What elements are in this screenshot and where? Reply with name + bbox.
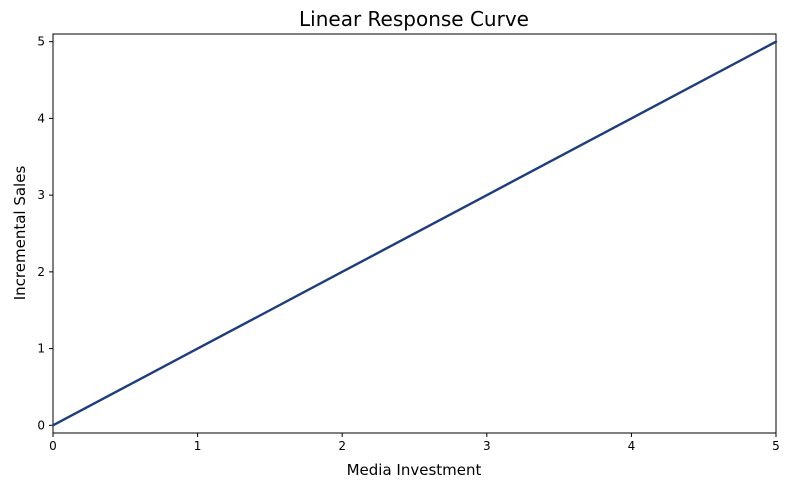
x-tick-label: 1 (194, 439, 202, 453)
plot-area (52, 33, 777, 434)
series-layer (51, 40, 778, 427)
y-tick-label: 5 (37, 35, 45, 49)
chart-title: Linear Response Curve (299, 7, 529, 31)
x-tick-label: 3 (483, 439, 491, 453)
y-tick-label: 4 (37, 111, 45, 125)
x-tick-label: 4 (628, 439, 636, 453)
x-tick-label: 0 (49, 439, 57, 453)
y-axis: 0 1 2 3 4 5 (37, 35, 53, 432)
y-tick-label: 0 (37, 418, 45, 432)
y-tick-label: 1 (37, 342, 45, 356)
x-axis: 0 1 2 3 4 5 (49, 433, 780, 453)
x-tick-label: 5 (772, 439, 780, 453)
x-axis-label: Media Investment (347, 461, 482, 479)
series-line (51, 40, 778, 427)
y-tick-label: 2 (37, 265, 45, 279)
y-axis-label: Incremental Sales (11, 166, 29, 301)
y-tick-label: 3 (37, 188, 45, 202)
x-tick-label: 2 (338, 439, 346, 453)
